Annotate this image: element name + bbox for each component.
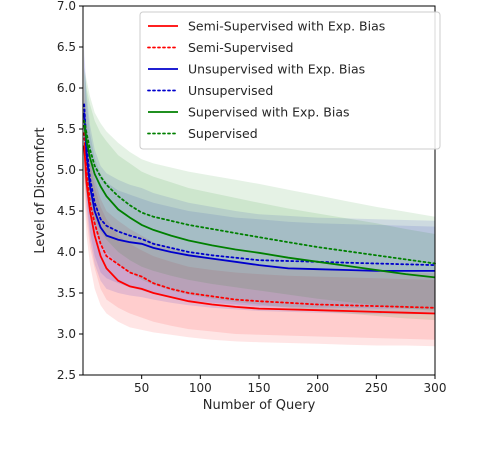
band-series-6 <box>84 67 435 311</box>
y-axis-ticks: 2.5 3.0 3.5 4.0 4.5 5.0 5.5 6.0 6.5 7.0 <box>57 0 83 382</box>
y-tick-label: 3.5 <box>57 286 76 300</box>
y-tick-label: 6.0 <box>57 81 76 95</box>
y-tick-label: 7.0 <box>57 0 76 13</box>
band-series-4 <box>84 47 435 310</box>
x-tick-label: 50 <box>134 381 149 395</box>
legend-box <box>139 11 441 150</box>
legend-entry-5: Supervised with Exp. Bias <box>188 105 350 120</box>
line-series-5 <box>83 124 436 279</box>
y-tick-label: 4.0 <box>57 245 76 259</box>
x-tick-label: 250 <box>365 381 388 395</box>
y-tick-label: 2.5 <box>57 368 76 382</box>
legend-entry-2: Semi-Supervised <box>188 40 293 55</box>
x-tick-label: 150 <box>248 381 271 395</box>
x-tick-label: 200 <box>306 381 329 395</box>
line-series-6 <box>83 119 436 265</box>
legend-entry-6: Supervised <box>188 126 258 141</box>
x-tick-label: 300 <box>424 381 447 395</box>
line-series-4 <box>83 103 436 267</box>
legend: Semi-Supervised with Exp. Bias Semi-Super… <box>139 11 441 150</box>
band-series-1 <box>84 96 435 347</box>
x-tick-label: 100 <box>189 381 212 395</box>
y-tick-label: 5.0 <box>57 163 76 177</box>
y-tick-label: 5.5 <box>57 122 76 136</box>
legend-entry-1: Semi-Supervised with Exp. Bias <box>188 19 385 34</box>
line-series-1 <box>83 145 436 315</box>
legend-entry-3: Unsupervised with Exp. Bias <box>188 62 365 77</box>
legend-entry-4: Unsupervised <box>188 83 273 98</box>
y-tick-label: 6.5 <box>57 40 76 54</box>
band-series-2 <box>84 83 435 340</box>
band-series-3 <box>84 55 435 315</box>
y-tick-label: 4.5 <box>57 204 76 218</box>
y-axis-label: Level of Discomfort <box>33 127 48 253</box>
line-series-2 <box>83 132 436 309</box>
y-tick-label: 3.0 <box>57 327 76 341</box>
line-series-3 <box>83 112 435 272</box>
x-axis-ticks: 50 100 150 200 250 300 <box>134 375 446 395</box>
confidence-bands <box>84 47 435 347</box>
x-axis-label: Number of Query <box>203 398 316 413</box>
series-lines <box>83 103 436 315</box>
band-series-5 <box>84 71 435 321</box>
